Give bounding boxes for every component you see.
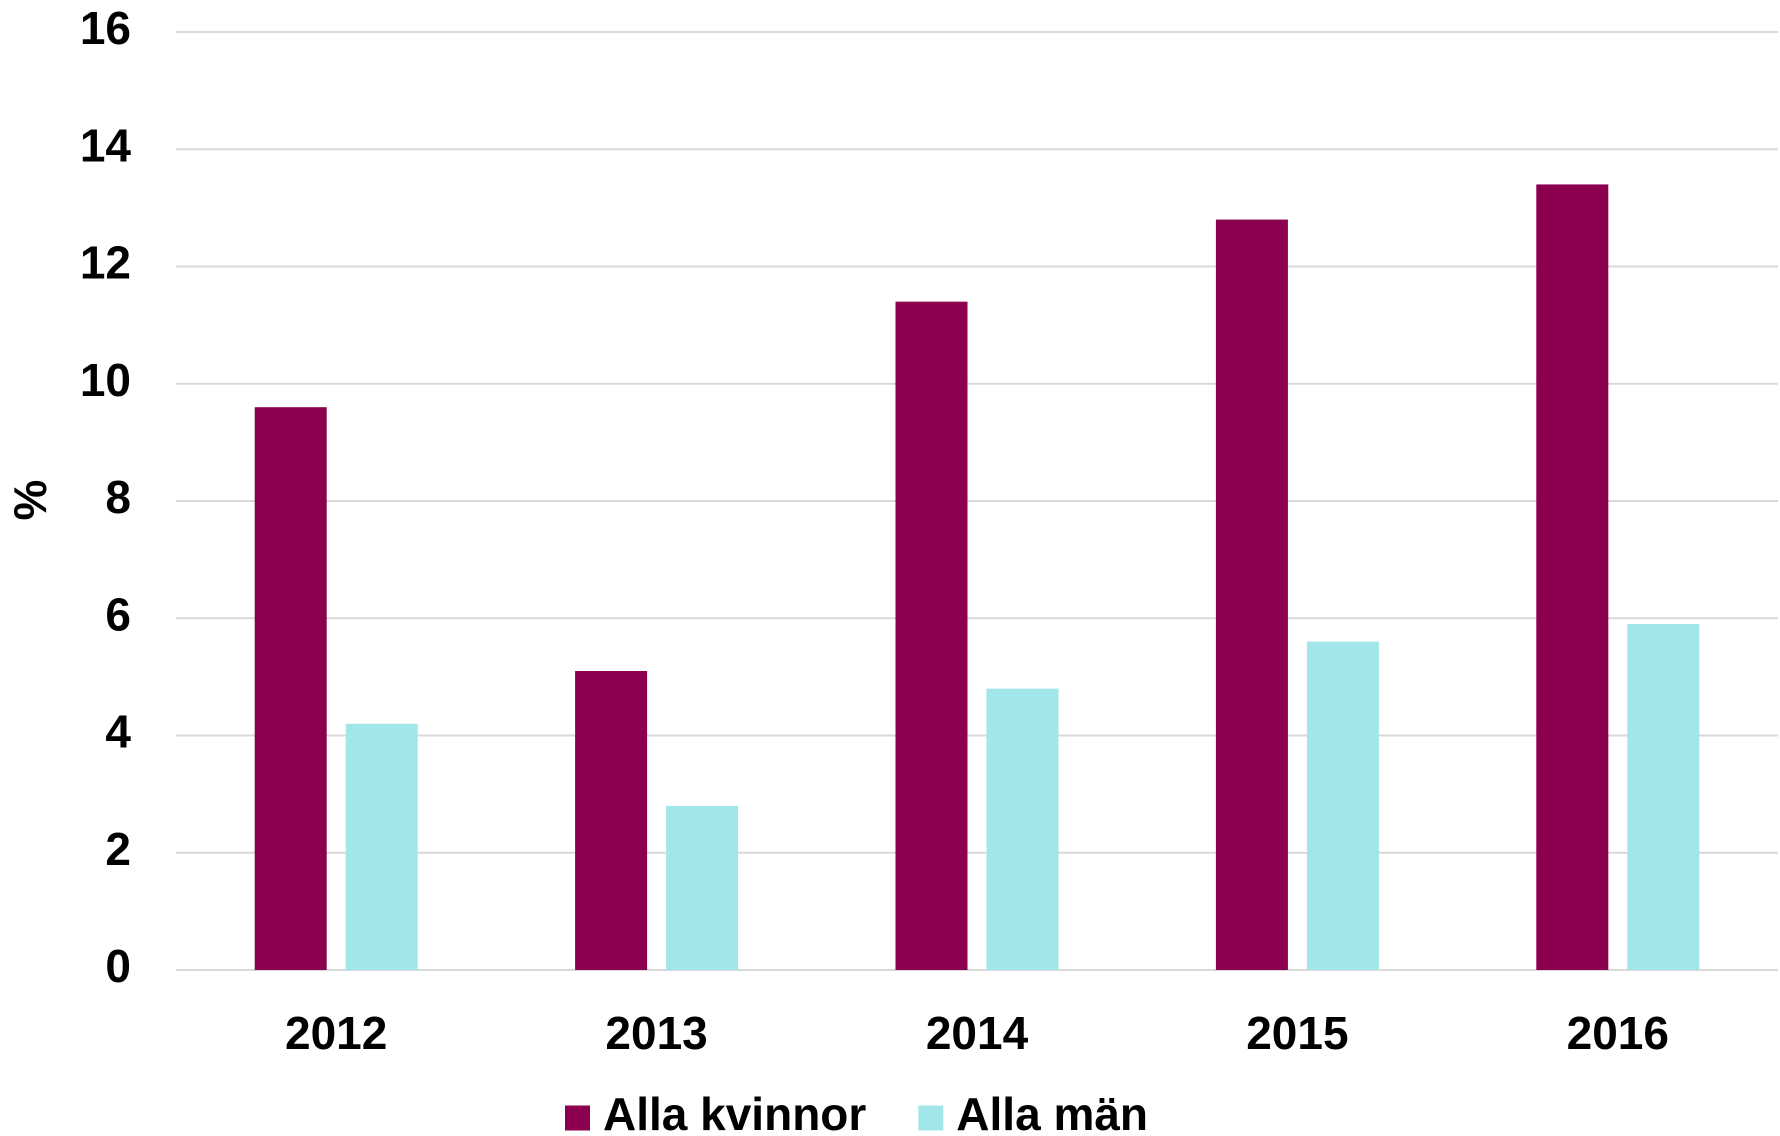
bar xyxy=(1306,641,1379,970)
bar xyxy=(345,723,418,970)
x-tick-label: 2014 xyxy=(926,1007,1029,1059)
x-tick-label: 2012 xyxy=(285,1007,387,1059)
x-tick-label: 2015 xyxy=(1246,1007,1348,1059)
y-tick-label: 6 xyxy=(105,588,131,640)
bar xyxy=(895,301,968,970)
x-tick-label: 2016 xyxy=(1567,1007,1669,1059)
bar xyxy=(1627,624,1700,970)
legend-swatch xyxy=(565,1105,590,1131)
y-tick-label: 14 xyxy=(80,119,132,171)
y-tick-label: 8 xyxy=(105,471,131,523)
bar xyxy=(575,671,648,970)
x-tick-label: 2013 xyxy=(605,1007,707,1059)
y-tick-label: 4 xyxy=(105,706,131,758)
y-tick-label: 12 xyxy=(80,237,131,289)
bar xyxy=(254,407,327,970)
bar xyxy=(666,805,739,970)
y-tick-label: 10 xyxy=(80,354,131,406)
y-axis-label: % xyxy=(4,480,56,521)
y-tick-label: 0 xyxy=(105,940,131,992)
legend-label: Alla kvinnor xyxy=(603,1088,866,1136)
bar xyxy=(986,688,1059,970)
legend-swatch xyxy=(918,1105,944,1131)
bar xyxy=(1215,219,1288,971)
legend-label: Alla män xyxy=(956,1088,1148,1136)
bar xyxy=(1536,184,1609,971)
y-tick-label: 16 xyxy=(80,2,131,54)
y-tick-label: 2 xyxy=(105,823,131,875)
